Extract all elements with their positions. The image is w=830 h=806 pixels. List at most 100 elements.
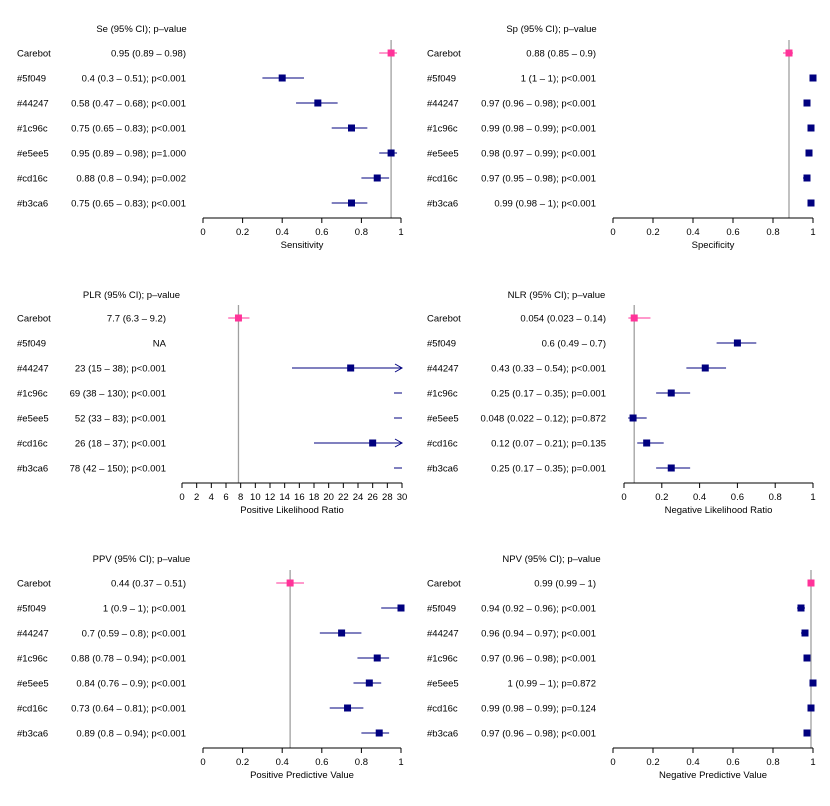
- reference-point: [807, 579, 815, 587]
- panel-header: NLR (95% CI); p–value: [508, 290, 606, 301]
- x-tick-label: 0.8: [766, 757, 779, 768]
- x-tick-label: 0.4: [276, 757, 289, 768]
- point-estimate: [629, 414, 637, 422]
- row-estimate-text: 0.97 (0.95 – 0.98); p<0.001: [481, 174, 596, 185]
- row-estimate-text: 0.99 (0.98 – 0.99); p<0.001: [481, 124, 596, 135]
- point-estimate: [667, 389, 675, 397]
- row-label: #5f049: [427, 74, 456, 85]
- x-axis-label: Positive Predictive Value: [250, 770, 354, 781]
- row-estimate-text: 0.97 (0.96 – 0.98); p<0.001: [481, 654, 596, 665]
- row-label: #44247: [17, 99, 49, 110]
- row-estimate-text: 0.12 (0.07 – 0.21); p=0.135: [491, 439, 606, 450]
- x-tick-label: 12: [265, 492, 276, 503]
- x-tick-label: 28: [382, 492, 393, 503]
- row-label: #e5ee5: [17, 149, 49, 160]
- x-tick-label: 0: [200, 757, 205, 768]
- point-estimate: [807, 704, 815, 712]
- point-estimate: [344, 704, 352, 712]
- point-estimate: [278, 74, 286, 82]
- row-estimate-text: 0.88 (0.78 – 0.94); p<0.001: [71, 654, 186, 665]
- row-estimate-text: 26 (18 – 37); p<0.001: [75, 439, 166, 450]
- point-estimate: [809, 74, 817, 82]
- row-label: #44247: [427, 629, 459, 640]
- point-estimate: [809, 679, 817, 687]
- row-estimate-text: 0.054 (0.023 – 0.14): [520, 314, 606, 325]
- row-estimate-text: 0.95 (0.89 – 0.98): [111, 49, 186, 60]
- point-estimate: [373, 654, 381, 662]
- x-tick-label: 0.4: [276, 227, 289, 238]
- row-estimate-text: 7.7 (6.3 – 9.2): [107, 314, 166, 325]
- x-tick-label: 0.2: [646, 227, 659, 238]
- x-tick-label: 0.6: [315, 227, 328, 238]
- x-tick-label: 16: [294, 492, 305, 503]
- row-label: #e5ee5: [427, 679, 459, 690]
- forest-panel-nlr: NLR (95% CI); p–value 0 0.2 0.4 0.6 0.8 1 Negat…: [427, 290, 816, 516]
- row-label: #44247: [427, 364, 459, 375]
- point-estimate: [667, 464, 675, 472]
- row-label: Carebot: [427, 314, 461, 325]
- x-tick-label: 1: [810, 227, 815, 238]
- ci-arrow: [394, 363, 404, 373]
- x-tick-label: 1: [810, 757, 815, 768]
- x-tick-label: 0.2: [236, 757, 249, 768]
- point-estimate: [807, 199, 815, 207]
- point-estimate: [803, 99, 811, 107]
- row-estimate-text: 78 (42 – 150); p<0.001: [70, 464, 166, 475]
- forest-panel-npv: NPV (95% CI); p–value 0 0.2 0.4 0.6 0.8 1 Negat…: [427, 554, 817, 781]
- x-tick-label: 0.4: [686, 227, 699, 238]
- point-estimate: [365, 679, 373, 687]
- x-tick-label: 1: [398, 227, 403, 238]
- row-label: #1c96c: [427, 654, 458, 665]
- row-estimate-text: 0.58 (0.47 – 0.68); p<0.001: [71, 99, 186, 110]
- x-tick-label: 0: [179, 492, 184, 503]
- row-estimate-text: 0.94 (0.92 – 0.96); p<0.001: [481, 604, 596, 615]
- point-estimate: [797, 604, 805, 612]
- panel-header: PLR (95% CI); p–value: [83, 290, 180, 301]
- panel-header: Sp (95% CI); p–value: [506, 24, 596, 35]
- row-label: Carebot: [17, 314, 51, 325]
- row-estimate-text: 0.95 (0.89 – 0.98); p=1.000: [71, 149, 186, 160]
- reference-point: [234, 314, 242, 322]
- reference-point: [630, 314, 638, 322]
- row-estimate-text: 1 (0.99 – 1); p=0.872: [508, 679, 596, 690]
- x-tick-label: 0: [621, 492, 626, 503]
- point-estimate: [701, 364, 709, 372]
- row-estimate-text: 0.73 (0.64 – 0.81); p<0.001: [71, 704, 186, 715]
- row-label: #cd16c: [17, 439, 48, 450]
- x-tick-label: 0.8: [355, 227, 368, 238]
- x-tick-label: 22: [338, 492, 349, 503]
- reference-point: [387, 49, 395, 57]
- row-estimate-text: 0.7 (0.59 – 0.8); p<0.001: [82, 629, 186, 640]
- x-tick-label: 0.2: [646, 757, 659, 768]
- point-estimate: [338, 629, 346, 637]
- x-tick-label: 1: [398, 757, 403, 768]
- point-estimate: [803, 654, 811, 662]
- row-estimate-text: 52 (33 – 83); p<0.001: [75, 414, 166, 425]
- row-label: #1c96c: [17, 124, 48, 135]
- row-estimate-text: 0.96 (0.94 – 0.97); p<0.001: [481, 629, 596, 640]
- point-estimate: [733, 339, 741, 347]
- x-tick-label: 0.8: [766, 227, 779, 238]
- point-estimate: [314, 99, 322, 107]
- row-label: #b3ca6: [17, 464, 48, 475]
- x-tick-label: 1: [810, 492, 815, 503]
- row-label: #b3ca6: [427, 199, 458, 210]
- x-tick-label: 0.6: [731, 492, 744, 503]
- row-label: #b3ca6: [427, 464, 458, 475]
- point-estimate: [643, 439, 651, 447]
- x-tick-label: 6: [223, 492, 228, 503]
- reference-point: [785, 49, 793, 57]
- x-tick-label: 18: [309, 492, 320, 503]
- row-label: #5f049: [17, 604, 46, 615]
- x-tick-label: 14: [279, 492, 290, 503]
- x-tick-label: 0.6: [726, 757, 739, 768]
- panel-header: NPV (95% CI); p–value: [502, 554, 600, 565]
- row-label: #e5ee5: [17, 414, 49, 425]
- row-estimate-text: 0.4 (0.3 – 0.51); p<0.001: [82, 74, 186, 85]
- row-estimate-text: 23 (15 – 38); p<0.001: [75, 364, 166, 375]
- point-estimate: [803, 729, 811, 737]
- row-label: #e5ee5: [427, 414, 459, 425]
- row-estimate-text: 0.44 (0.37 – 0.51): [111, 579, 186, 590]
